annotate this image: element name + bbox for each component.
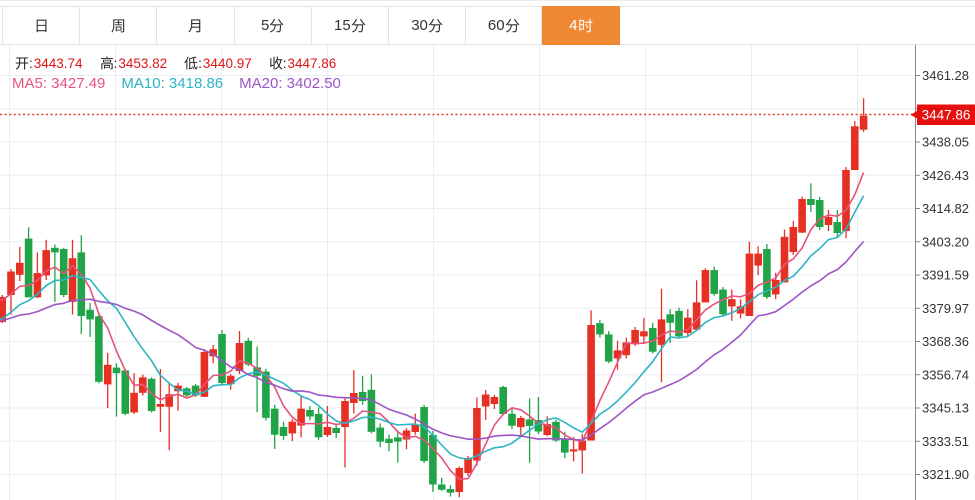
- svg-text:3438.05: 3438.05: [922, 135, 969, 150]
- svg-text:3426.43: 3426.43: [922, 168, 969, 183]
- svg-text:3321.90: 3321.90: [922, 467, 969, 482]
- svg-text:3333.51: 3333.51: [922, 434, 969, 449]
- svg-text:3403.20: 3403.20: [922, 234, 969, 249]
- svg-text:3447.86: 3447.86: [922, 108, 971, 123]
- svg-text:3379.97: 3379.97: [922, 301, 969, 316]
- svg-text:3414.82: 3414.82: [922, 201, 969, 216]
- svg-text:3345.13: 3345.13: [922, 401, 969, 416]
- svg-text:3461.28: 3461.28: [922, 68, 969, 83]
- svg-text:3356.74: 3356.74: [922, 367, 969, 382]
- svg-text:3368.36: 3368.36: [922, 334, 969, 349]
- svg-text:3310.28: 3310.28: [922, 497, 969, 500]
- svg-text:3391.59: 3391.59: [922, 268, 969, 283]
